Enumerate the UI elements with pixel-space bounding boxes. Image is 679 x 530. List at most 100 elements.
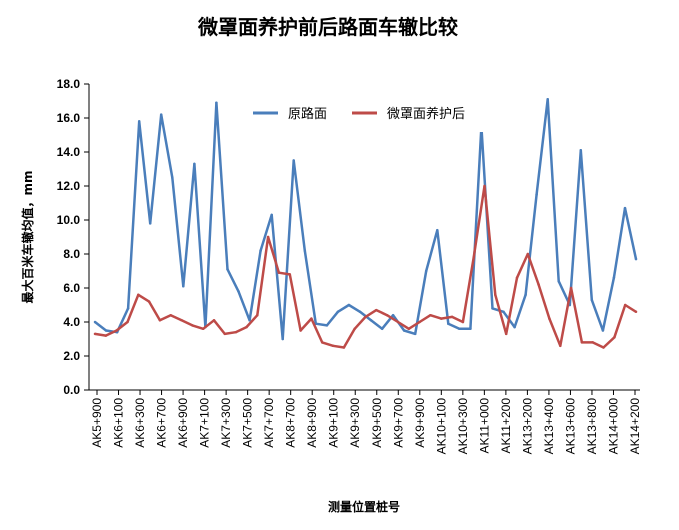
data-point-0: [303, 249, 307, 252]
data-point-1: [375, 308, 378, 312]
data-point-1: [569, 286, 573, 290]
chart-title: 微罩面养护前后路面车辙比较: [197, 15, 458, 39]
data-point-0: [259, 249, 262, 252]
data-point-1: [147, 300, 151, 303]
data-point-1: [385, 313, 389, 317]
data-point-0: [193, 162, 196, 166]
data-point-1: [288, 273, 292, 276]
y-tick-label: 12.0: [57, 179, 81, 193]
y-tick-label: 18.0: [57, 77, 81, 91]
data-point-0: [380, 327, 384, 331]
data-point-0: [369, 319, 373, 322]
x-tick-label: AK9+700: [391, 398, 405, 448]
data-point-0: [93, 320, 97, 324]
data-point-1: [212, 319, 216, 322]
data-point-0: [347, 303, 351, 307]
x-tick-label: AK14+000: [606, 398, 620, 455]
x-tick-label: AK13+400: [542, 398, 556, 455]
y-tick-label: 2.0: [63, 349, 80, 363]
data-point-0: [579, 149, 583, 152]
x-tick-label: AK6+300: [133, 398, 147, 448]
data-point-0: [535, 193, 538, 196]
data-point-1: [472, 256, 475, 259]
data-point-0: [447, 322, 450, 325]
data-point-1: [115, 329, 118, 332]
y-tick-label: 16.0: [57, 111, 81, 125]
data-point-0: [292, 159, 295, 162]
data-point-1: [461, 320, 465, 324]
data-point-1: [483, 184, 486, 188]
legend-label-original: 原路面: [288, 106, 327, 122]
x-tick-label: AK10+100: [434, 398, 448, 455]
data-point-0: [524, 293, 527, 297]
x-tick-label: AK7+100: [198, 398, 212, 448]
data-point-0: [424, 269, 428, 273]
data-point-0: [612, 276, 616, 280]
x-tick-label: AK10+300: [456, 398, 470, 455]
data-point-0: [215, 101, 218, 104]
data-point-1: [256, 313, 259, 317]
data-point-1: [331, 344, 335, 348]
y-axis-title: 最大百米车辙均值，mm: [20, 170, 35, 303]
data-point-0: [148, 222, 152, 225]
data-point-1: [299, 329, 302, 332]
data-point-0: [248, 319, 251, 322]
data-point-1: [310, 317, 313, 320]
data-point-0: [601, 329, 605, 332]
data-point-1: [580, 341, 584, 344]
data-point-1: [126, 320, 129, 324]
data-point-1: [526, 252, 530, 256]
x-tick-label: AK6+900: [176, 398, 190, 448]
x-tick-label: AK9+300: [348, 398, 362, 448]
data-point-1: [93, 332, 97, 336]
x-tick-label: AK6+100: [112, 398, 126, 448]
x-tick-label: AK6+700: [155, 398, 169, 448]
legend-label-after-maintenance: 微罩面养护后: [387, 106, 465, 122]
x-tick-label: AK9+500: [370, 398, 384, 448]
data-point-0: [402, 329, 406, 332]
data-point-0: [557, 279, 560, 283]
data-point-1: [494, 293, 497, 297]
x-tick-label: AK7+700: [262, 398, 276, 448]
y-tick-label: 4.0: [63, 315, 80, 329]
data-point-0: [126, 307, 130, 310]
data-point-1: [450, 315, 454, 319]
data-point-1: [245, 325, 248, 329]
data-point-0: [104, 329, 108, 332]
series-layer: [93, 98, 638, 349]
data-point-0: [336, 310, 340, 314]
data-point-0: [226, 268, 229, 271]
data-point-0: [502, 310, 505, 314]
data-point-1: [407, 327, 411, 331]
x-axis-title: 测量位置桩号: [328, 499, 400, 514]
y-tick-label: 8.0: [63, 247, 80, 261]
data-point-1: [201, 327, 205, 331]
data-point-1: [548, 317, 551, 320]
data-point-1: [602, 346, 605, 349]
data-point-1: [180, 319, 183, 322]
data-point-1: [104, 334, 108, 337]
data-point-1: [418, 320, 421, 324]
data-point-0: [182, 285, 185, 288]
data-point-1: [634, 310, 638, 314]
data-point-1: [353, 327, 356, 331]
x-tick-label: AK13+800: [585, 398, 599, 455]
data-point-0: [590, 298, 594, 302]
series-line-0: [94, 98, 638, 341]
data-point-0: [458, 327, 461, 331]
data-point-1: [515, 276, 519, 280]
x-tick-label: AK8+900: [305, 398, 319, 448]
data-point-1: [169, 313, 172, 317]
data-point-1: [429, 313, 432, 317]
x-tick-label: AK9+100: [327, 398, 341, 448]
x-tick-label: AK13+600: [563, 398, 577, 455]
data-point-1: [396, 320, 400, 324]
data-point-0: [469, 327, 472, 331]
x-tick-label: AK8+700: [284, 398, 298, 448]
data-point-0: [413, 332, 417, 336]
x-tick-label: AK13+200: [520, 398, 534, 455]
x-tick-label: AK5+900: [90, 398, 104, 448]
y-tick-label: 6.0: [63, 281, 80, 295]
data-point-1: [277, 271, 281, 274]
